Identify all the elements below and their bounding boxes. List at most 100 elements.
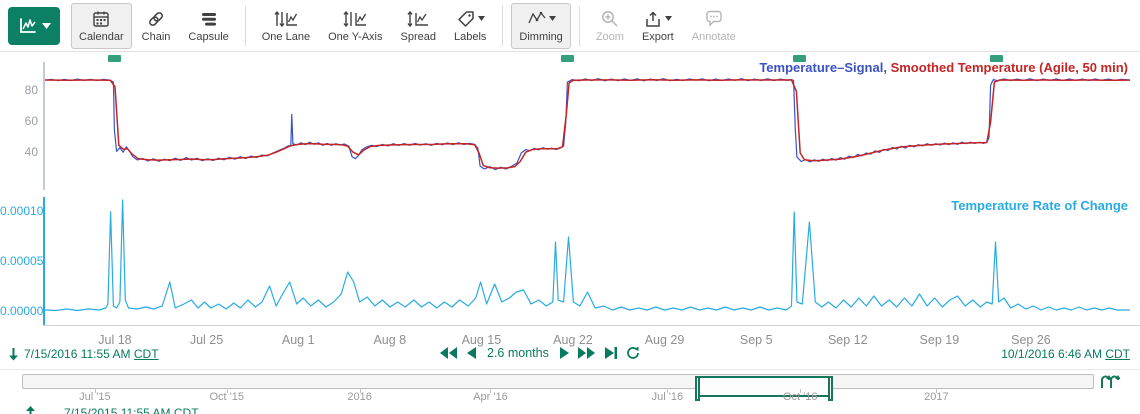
- dimming-icon: [528, 11, 546, 23]
- capsule-button[interactable]: Capsule: [180, 3, 236, 49]
- chevron-down-icon: [42, 22, 51, 29]
- calendar-icon: [93, 11, 110, 27]
- series-temperature-signal: [45, 78, 1130, 171]
- x-tick-label: Jul 25: [189, 333, 224, 347]
- timeline-label: 2017: [924, 391, 949, 403]
- display-range-selection[interactable]: [695, 376, 834, 401]
- tag-icon: [457, 10, 474, 27]
- export-icon: [646, 10, 661, 27]
- trend-view-button[interactable]: [8, 6, 60, 45]
- series-smoothed-temperature-agile-50-min-: [45, 78, 1130, 169]
- start-date-link[interactable]: 7/15/2016 11:55 AM CDT: [24, 347, 159, 361]
- timeline-tick: [359, 389, 361, 393]
- step-to-end-button[interactable]: [604, 347, 617, 359]
- one-y-axis-label: One Y-Axis: [328, 30, 383, 43]
- x-tick-label: Aug 15: [461, 333, 502, 347]
- x-tick-label: Sep 5: [739, 333, 773, 347]
- end-date-link[interactable]: 10/1/2016 6:46 AM CDT: [1001, 347, 1130, 361]
- timeline-label: Oct '15: [209, 391, 244, 403]
- y-tick-label: 0.00005: [0, 254, 44, 268]
- dimming-label: Dimming: [519, 30, 563, 43]
- range-navigation-controls: 2.6 months: [440, 346, 640, 360]
- refresh-icon[interactable]: [626, 346, 640, 360]
- one-y-axis-button[interactable]: One Y-Axis: [320, 3, 390, 49]
- investigate-start-date[interactable]: 7/15/2015 11:55 AM CDT: [64, 406, 199, 414]
- temperature-lane-plot[interactable]: [45, 62, 1130, 190]
- start-timezone: CDT: [133, 347, 159, 361]
- timeline-label: Oct '16: [783, 391, 818, 403]
- display-range-bar: 7/15/2016 11:55 AM CDT 2.6 months: [0, 344, 1140, 369]
- series-temperature-rate-of-change: [45, 199, 1130, 312]
- labels-button[interactable]: Labels: [446, 3, 494, 49]
- arrow-up-icon: [26, 406, 35, 414]
- arrow-down-icon: [9, 348, 18, 361]
- legend-item[interactable]: Temperature Rate of Change: [951, 198, 1128, 213]
- chain-button[interactable]: Chain: [134, 3, 179, 49]
- step-back-large-button[interactable]: [440, 347, 458, 359]
- lane2-legend: Temperature Rate of Change: [951, 198, 1128, 213]
- spread-label: Spread: [400, 30, 436, 43]
- zoom-button[interactable]: Zoom: [588, 3, 632, 49]
- rate-of-change-lane-plot[interactable]: [45, 197, 1130, 325]
- timeline-tick: [936, 389, 938, 393]
- labels-label: Labels: [453, 30, 487, 43]
- spread-button[interactable]: Spread: [393, 3, 444, 49]
- chain-icon: [149, 11, 163, 26]
- selection-right-handle[interactable]: [828, 376, 834, 401]
- annotate-label: Annotate: [691, 30, 736, 43]
- x-tick-label: Aug 29: [644, 333, 685, 347]
- timeline-tick: [94, 389, 96, 393]
- capsule-marker[interactable]: [989, 55, 1003, 62]
- capsule-marker[interactable]: [107, 55, 121, 62]
- one-lane-icon: [274, 10, 297, 27]
- timeline-label: Jul '15: [79, 391, 111, 403]
- one-lane-label: One Lane: [261, 30, 311, 43]
- x-tick-label: Sep 19: [919, 333, 960, 347]
- timeline-tick: [800, 389, 802, 393]
- range-end[interactable]: 10/1/2016 6:46 AM CDT: [1001, 347, 1130, 361]
- trend-chart-icon: [20, 17, 36, 33]
- one-lane-button[interactable]: One Lane: [254, 3, 318, 49]
- y-tick-label: 0.00010: [0, 204, 44, 218]
- timeline-tick: [490, 389, 492, 393]
- range-start[interactable]: 7/15/2016 11:55 AM CDT: [8, 347, 159, 361]
- spread-icon: [407, 10, 429, 27]
- selection-left-handle[interactable]: [695, 376, 701, 401]
- dimming-button[interactable]: Dimming: [511, 2, 571, 49]
- x-tick-label: Aug 1: [281, 333, 315, 347]
- step-forward-button[interactable]: [559, 347, 569, 359]
- x-tick-label: Aug 22: [553, 333, 593, 347]
- step-back-button[interactable]: [467, 347, 476, 359]
- capsule-marker[interactable]: [792, 55, 806, 62]
- x-tick-label: Aug 8: [373, 333, 407, 347]
- annotate-button[interactable]: Annotate: [684, 3, 744, 49]
- y-tick-label: 60: [24, 114, 38, 129]
- timeline-bar[interactable]: [22, 374, 1094, 401]
- toolbar-separator: [502, 5, 504, 46]
- chevron-down-icon: [665, 16, 673, 21]
- end-timezone: CDT: [1105, 347, 1130, 361]
- one-y-axis-icon: [343, 10, 367, 27]
- legend-item[interactable]: Smoothed Temperature (Agile, 50 min): [890, 60, 1128, 75]
- y-tick-label: 0.00000: [0, 304, 44, 318]
- timeline-label: Apr '16: [473, 391, 508, 403]
- x-tick-label: Sep 26: [1011, 333, 1051, 347]
- export-button[interactable]: Export: [634, 3, 682, 49]
- timeline-label: Jul '16: [651, 391, 684, 403]
- chevron-down-icon: [477, 16, 485, 21]
- end-date-text: 10/1/2016 6:46 AM: [1001, 347, 1102, 361]
- legend-item[interactable]: Temperature–Signal: [759, 60, 884, 75]
- x-tick-label: Jul 18: [98, 333, 132, 347]
- calendar-button[interactable]: Calendar: [71, 2, 132, 49]
- chevron-down-icon: [548, 16, 556, 21]
- step-forward-large-button[interactable]: [577, 347, 596, 359]
- y-tick-label: 80: [24, 83, 38, 98]
- capsule-label: Capsule: [188, 30, 229, 43]
- duration-label[interactable]: 2.6 months: [487, 346, 549, 360]
- divider: [0, 369, 1140, 370]
- magnifier-icon: [601, 10, 618, 27]
- timeline-label: 2016: [347, 391, 372, 403]
- auto-update-icon[interactable]: [1100, 373, 1120, 390]
- capsule-marker[interactable]: [561, 55, 575, 62]
